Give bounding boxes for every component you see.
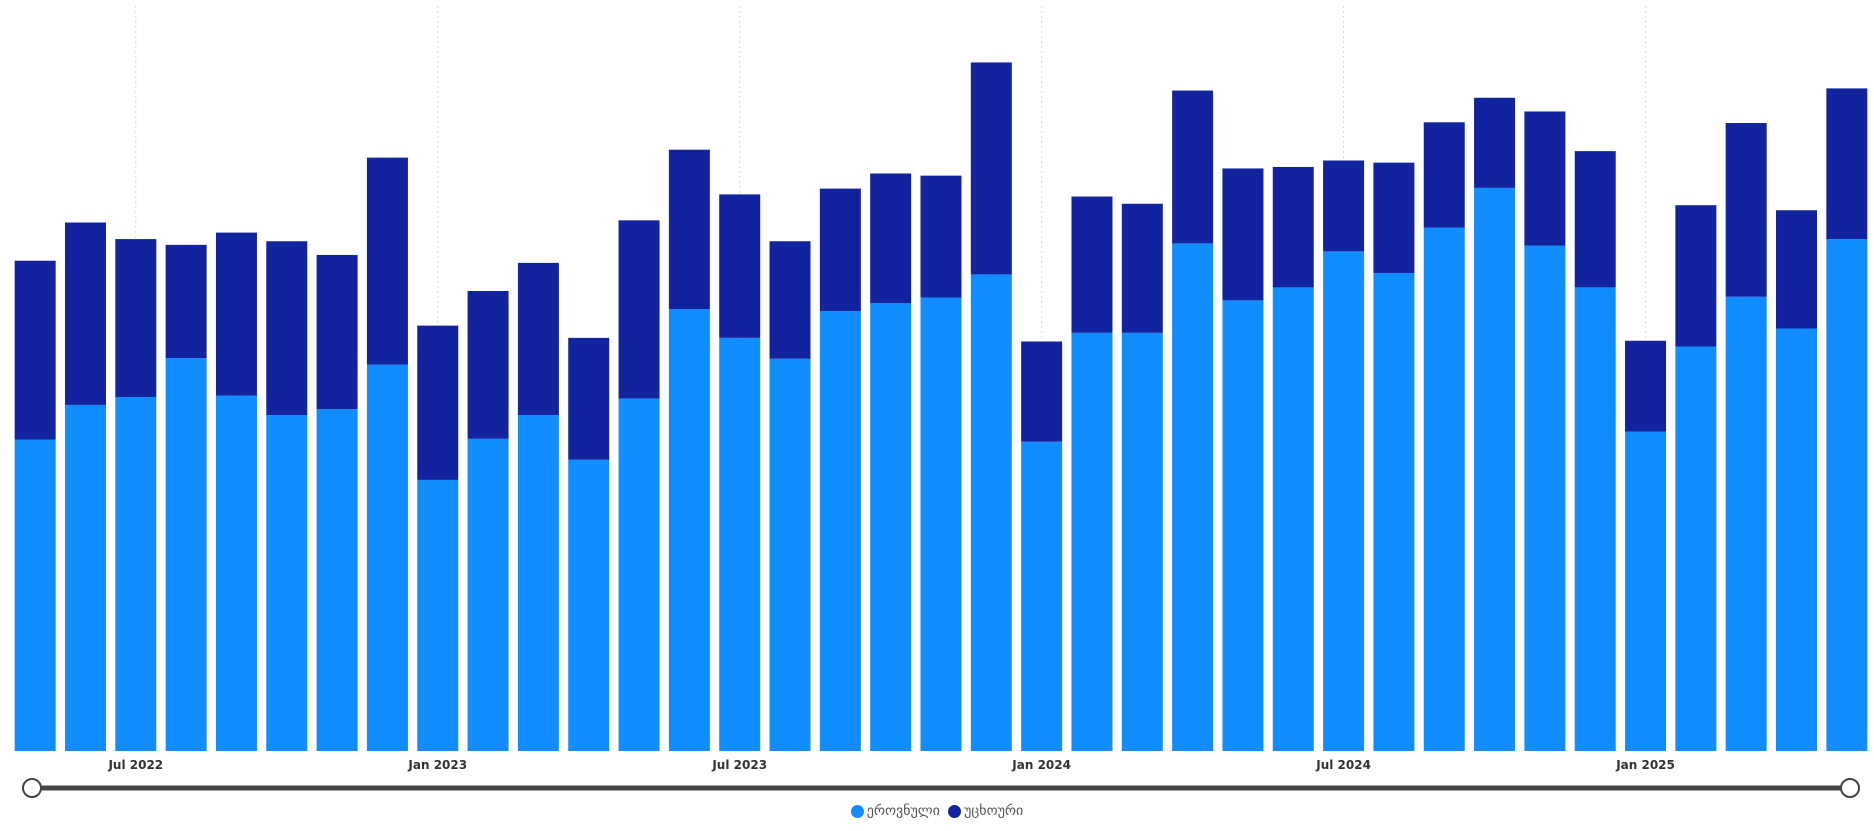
legend: ეროვნული უცხოური [0,803,1874,819]
bar-segment-foreign[interactable] [1323,160,1365,252]
bar-segment-foreign[interactable] [1172,90,1214,244]
bar-segment-foreign[interactable] [266,241,308,416]
bar-segment-national[interactable] [1373,272,1415,751]
bar-segment-national[interactable] [1323,251,1365,752]
bar-segment-national[interactable] [215,395,257,751]
legend-dot-foreign [947,804,961,818]
legend-item-national[interactable]: ეროვნული [850,803,940,819]
bar-segment-foreign[interactable] [1474,97,1516,188]
bar-segment-foreign[interactable] [1524,111,1566,246]
bar-segment-national[interactable] [1423,227,1465,751]
bar-segment-national[interactable] [1776,328,1818,751]
legend-dot-national [850,804,864,818]
bar-segment-foreign[interactable] [769,241,811,359]
bar-segment-national[interactable] [1524,245,1566,752]
bar-segment-national[interactable] [1021,441,1063,751]
bar-segment-national[interactable] [316,409,358,751]
bar-segment-foreign[interactable] [14,260,56,440]
bar-segment-foreign[interactable] [1272,166,1314,288]
bar-segment-national[interactable] [266,415,308,751]
bar-segment-national[interactable] [417,479,459,751]
bar-segment-national[interactable] [1272,287,1314,751]
bar-segment-foreign[interactable] [1675,205,1717,347]
bar-segment-foreign[interactable] [819,188,861,312]
bar-segment-foreign[interactable] [467,291,509,439]
bar-segment-national[interactable] [1826,239,1868,751]
bar-segment-national[interactable] [1121,332,1163,751]
bar-segment-foreign[interactable] [64,222,106,405]
bar-segment-national[interactable] [1222,300,1264,751]
legend-label-foreign: უცხოური [963,803,1024,819]
bar-segment-foreign[interactable] [870,173,912,304]
bar-segment-national[interactable] [1574,287,1616,751]
stacked-bar-chart: Jul 2022 Jan 2023 Jul 2023 Jan 2024 Jul 2024… [14,6,1868,798]
bar-segment-national[interactable] [1725,296,1767,751]
bar-segment-foreign[interactable] [1373,162,1415,273]
bar-segment-national[interactable] [165,358,207,751]
bar-segment-foreign[interactable] [517,262,559,416]
bar-segment-foreign[interactable] [1574,151,1616,288]
range-slider[interactable] [22,778,1860,798]
x-axis-tick-labels: Jul 2022 Jan 2023 Jul 2023 Jan 2024 Jul 2024… [107,758,1674,772]
bar-segment-national[interactable] [1474,187,1516,752]
bar-segment-foreign[interactable] [1423,122,1465,228]
x-tick-label: Jan 2023 [407,758,467,772]
bar-segment-foreign[interactable] [970,62,1012,275]
bar-segment-national[interactable] [870,303,912,751]
range-slider-end-handle[interactable] [1840,778,1860,798]
bar-group [14,62,1868,752]
legend-item-foreign[interactable]: უცხოური [947,803,1024,819]
bar-segment-foreign[interactable] [316,254,358,410]
bar-segment-foreign[interactable] [1121,203,1163,333]
bar-segment-foreign[interactable] [417,325,459,480]
x-tick-label: Jan 2024 [1011,758,1071,772]
bar-segment-national[interactable] [769,358,811,751]
range-slider-start-handle[interactable] [22,778,42,798]
bar-segment-foreign[interactable] [618,220,660,399]
bar-segment-national[interactable] [1625,431,1667,751]
bar-segment-national[interactable] [366,364,408,751]
x-tick-label: Jul 2022 [107,758,163,772]
bar-segment-national[interactable] [970,274,1012,751]
bar-segment-foreign[interactable] [668,149,710,310]
bar-segment-national[interactable] [719,337,761,751]
bar-segment-national[interactable] [1675,346,1717,751]
x-tick-label: Jul 2024 [1315,758,1371,772]
bar-segment-foreign[interactable] [568,337,610,460]
bar-segment-foreign[interactable] [115,239,157,397]
bar-segment-foreign[interactable] [1222,168,1264,301]
bar-segment-national[interactable] [64,404,106,751]
bar-segment-foreign[interactable] [920,175,962,298]
bar-segment-national[interactable] [819,311,861,751]
bar-segment-foreign[interactable] [1071,196,1113,333]
bar-segment-national[interactable] [14,439,56,751]
bar-segment-foreign[interactable] [1725,123,1767,297]
bar-segment-foreign[interactable] [1021,341,1063,442]
bar-segment-foreign[interactable] [165,244,207,359]
bar-segment-national[interactable] [1172,243,1214,751]
bar-segment-national[interactable] [920,297,962,751]
x-tick-label: Jan 2025 [1615,758,1675,772]
bar-segment-foreign[interactable] [215,232,257,396]
bar-segment-national[interactable] [517,415,559,751]
x-tick-label: Jul 2023 [711,758,767,772]
legend-label-national: ეროვნული [866,803,940,819]
bar-segment-foreign[interactable] [719,194,761,338]
bar-segment-national[interactable] [568,459,610,751]
bar-segment-national[interactable] [668,309,710,751]
bar-segment-foreign[interactable] [1826,88,1868,240]
bar-segment-foreign[interactable] [1776,210,1818,329]
bar-segment-national[interactable] [1071,332,1113,751]
bar-segment-national[interactable] [618,398,660,751]
bar-segment-foreign[interactable] [366,157,408,365]
bar-segment-national[interactable] [115,396,157,751]
bar-segment-national[interactable] [467,438,509,751]
bar-segment-foreign[interactable] [1625,340,1667,432]
